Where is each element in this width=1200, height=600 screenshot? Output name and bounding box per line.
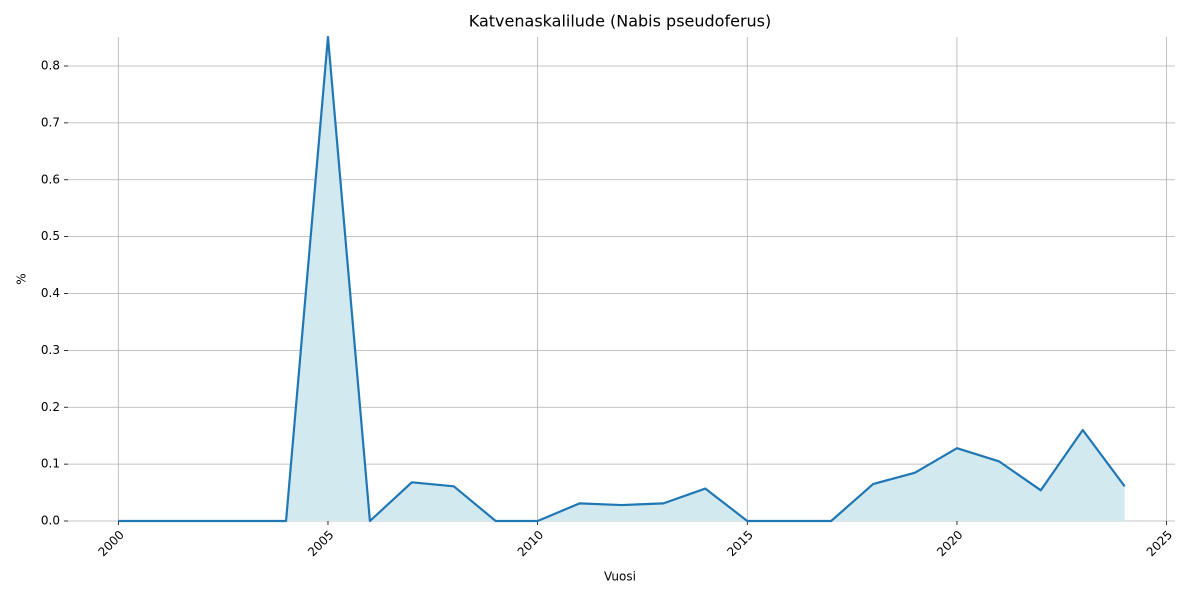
x-tick-label: 2000 bbox=[95, 528, 126, 559]
y-tick-label: 0.7 bbox=[41, 115, 60, 129]
x-tick-label: 2015 bbox=[724, 528, 755, 559]
y-tick-label: 0.2 bbox=[41, 400, 60, 414]
chart-title: Katvenaskalilude (Nabis pseudoferus) bbox=[469, 12, 771, 31]
x-tick-label: 2005 bbox=[305, 528, 336, 559]
area bbox=[118, 37, 1125, 521]
y-axis-label: % bbox=[15, 273, 29, 284]
y-tick-label: 0.5 bbox=[41, 229, 60, 243]
x-axis-label: Vuosi bbox=[604, 570, 636, 584]
y-tick-label: 0.4 bbox=[41, 286, 60, 300]
y-tick-label: 0.1 bbox=[41, 457, 60, 471]
x-tick-label: 2025 bbox=[1144, 528, 1175, 559]
y-tick-label: 0.3 bbox=[41, 343, 60, 357]
line bbox=[118, 35, 1126, 523]
y-tick-label: 0.8 bbox=[41, 59, 60, 73]
x-tick-label: 2020 bbox=[934, 528, 965, 559]
y-tick-label: 0.0 bbox=[41, 514, 60, 528]
y-tick-label: 0.6 bbox=[41, 172, 60, 186]
x-tick-label: 2010 bbox=[515, 528, 546, 559]
